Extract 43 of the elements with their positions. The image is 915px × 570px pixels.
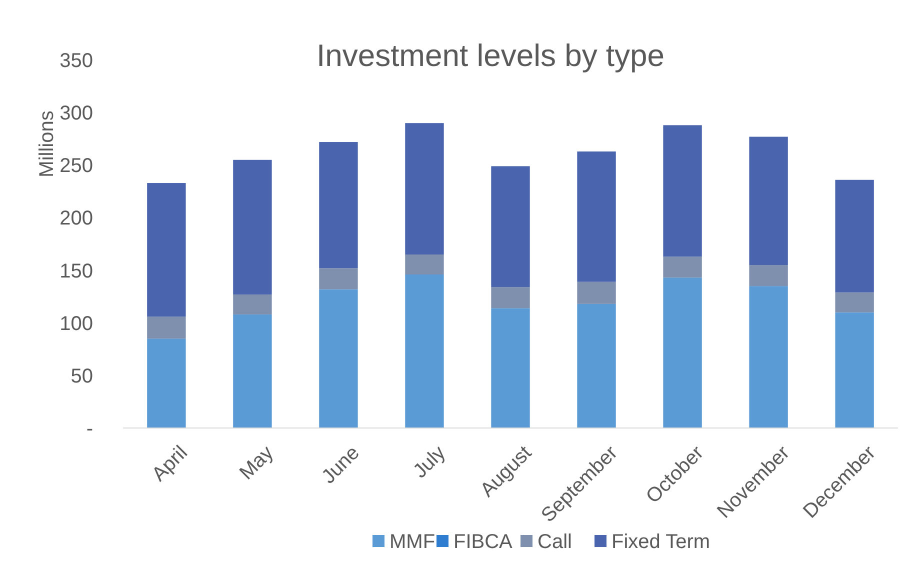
- bar: [491, 166, 530, 288]
- bar: [147, 338, 186, 428]
- legend-label: Fixed Term: [612, 531, 710, 553]
- bar: [749, 136, 788, 266]
- bar: [663, 256, 702, 278]
- bar: [749, 286, 788, 428]
- y-axis-title: Millions: [36, 110, 58, 178]
- bar: [835, 312, 874, 428]
- bar: [319, 289, 358, 428]
- legend-label: MMF: [390, 531, 436, 553]
- bar: [491, 287, 530, 308]
- bar: [749, 265, 788, 286]
- bar: [577, 304, 616, 428]
- legend-label: FIBCA: [454, 531, 514, 553]
- bar: [233, 160, 272, 294]
- bar: [835, 180, 874, 292]
- y-tick-label: -: [86, 418, 93, 440]
- bar: [233, 314, 272, 428]
- y-tick-label: 200: [60, 208, 93, 230]
- bar: [147, 183, 186, 317]
- bar: [577, 151, 616, 282]
- y-tick-label: 300: [60, 102, 93, 125]
- bar: [405, 123, 444, 255]
- bar: [405, 274, 444, 428]
- bar: [835, 292, 874, 312]
- bar: [233, 294, 272, 314]
- x-tick-label: July: [409, 442, 450, 483]
- bar: [577, 282, 616, 304]
- y-tick-label: 150: [60, 260, 93, 282]
- bar: [147, 316, 186, 339]
- y-tick-label: 50: [70, 365, 93, 388]
- bar: [663, 278, 702, 428]
- y-tick-label: 350: [60, 50, 93, 72]
- bar: [319, 268, 358, 290]
- y-tick-label: 100: [60, 312, 93, 335]
- chart-title: Investment levels by type: [316, 38, 665, 73]
- bar: [663, 125, 702, 257]
- x-tick-label: May: [236, 442, 278, 484]
- bar: [491, 308, 530, 428]
- bar: [319, 142, 358, 268]
- legend-label: Call: [538, 531, 572, 553]
- bar: [405, 254, 444, 274]
- y-tick-label: 250: [60, 155, 93, 178]
